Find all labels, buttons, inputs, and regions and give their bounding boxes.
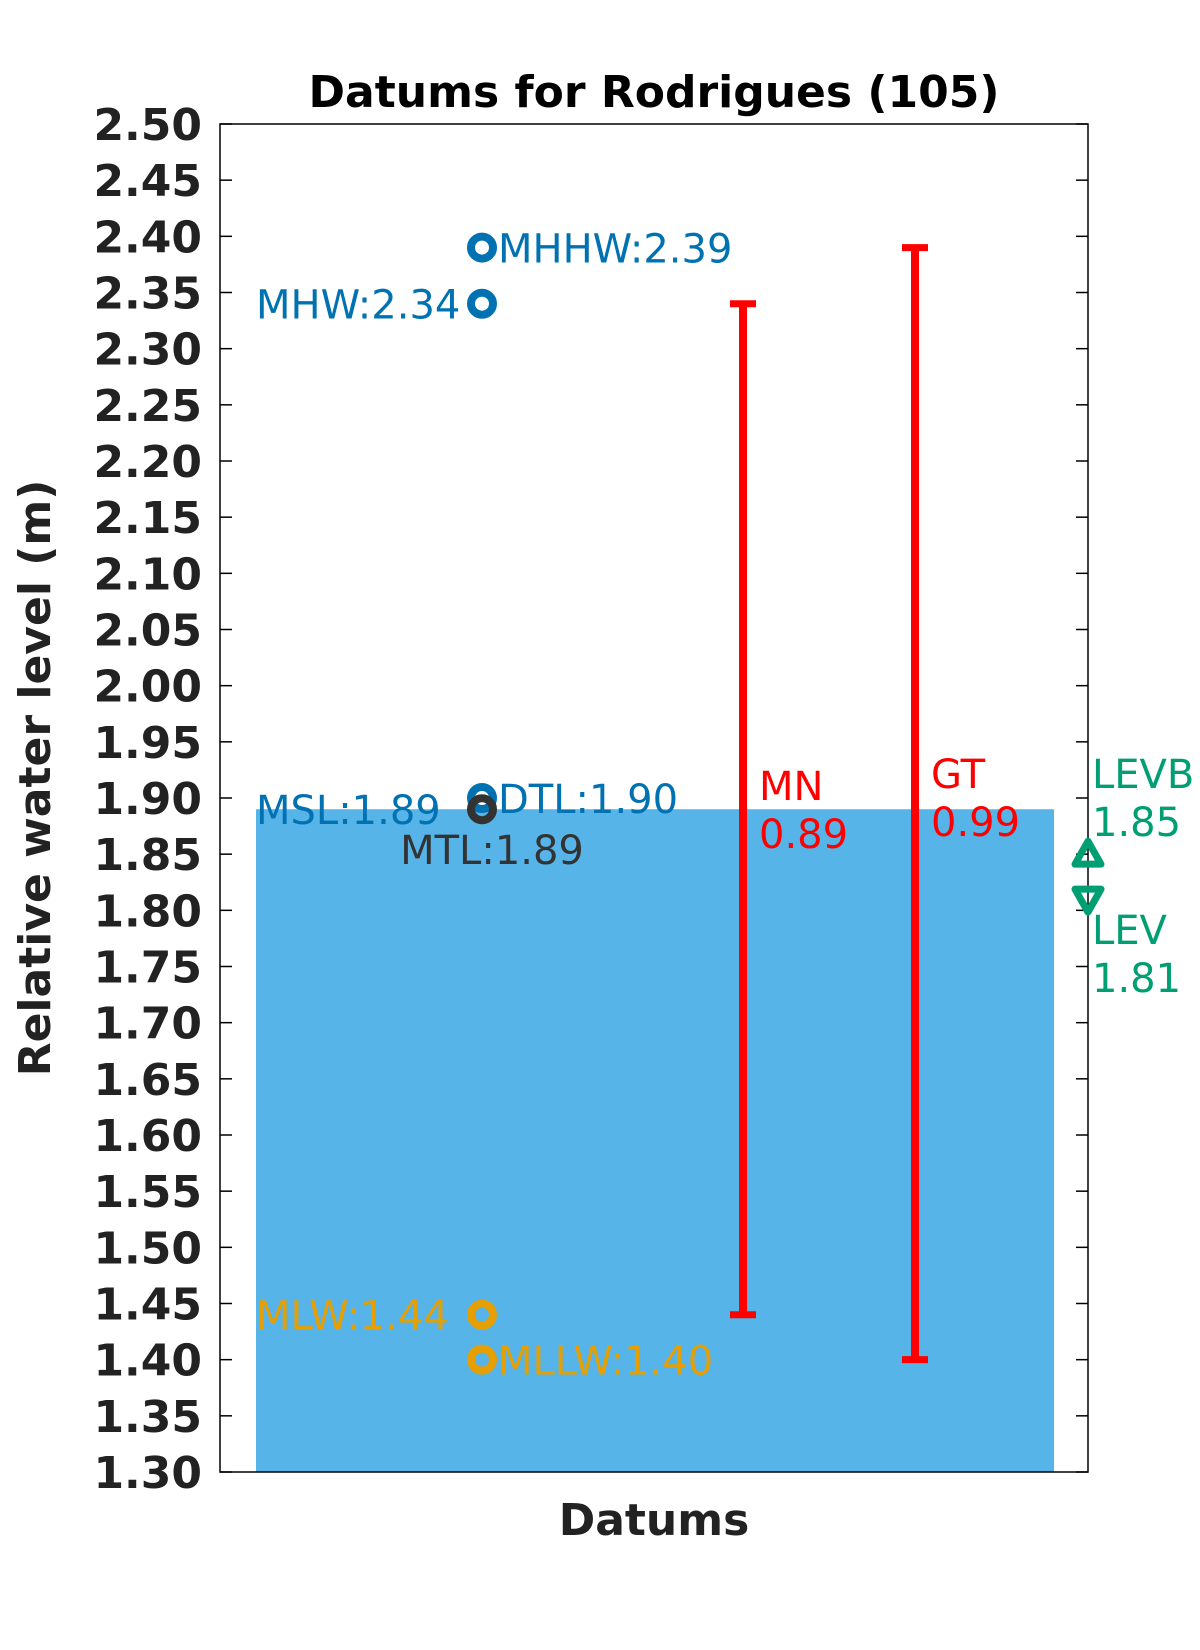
datum-marker-dtl	[467, 783, 497, 813]
datum-label-mlw: MLW:1.44	[256, 1294, 449, 1340]
datum-marker-mlw	[467, 1299, 497, 1330]
datum-marker-mllw	[467, 1344, 497, 1375]
datum-marker-mhhw	[467, 232, 497, 263]
datum-marker-mhw	[467, 288, 497, 319]
y-tick-label: 2.25	[93, 381, 202, 432]
range-value-gt: 0.99	[931, 800, 1020, 846]
range-name-mn: MN	[759, 764, 823, 810]
y-tick-label: 2.10	[93, 549, 202, 600]
y-tick-label: 1.75	[93, 943, 202, 994]
y-tick-label: 1.65	[93, 1055, 202, 1106]
y-tick-label: 1.30	[93, 1448, 202, 1499]
datum-label-mllw: MLLW:1.40	[498, 1339, 713, 1385]
y-tick-label: 1.95	[93, 718, 202, 769]
datum-label-mtl: MTL:1.89	[400, 828, 584, 874]
chart-title: Datums for Rodrigues (105)	[309, 67, 1000, 118]
y-tick-label: 2.35	[93, 269, 202, 320]
extreme-marker-lev	[1071, 885, 1105, 916]
extreme-name-levb: LEVB	[1092, 752, 1194, 798]
extreme-name-lev: LEV	[1092, 908, 1168, 954]
y-tick-label: 2.00	[93, 662, 202, 713]
y-tick-label: 1.55	[93, 1167, 202, 1218]
y-tick-label: 1.40	[93, 1336, 202, 1387]
y-tick-label: 1.90	[93, 774, 202, 825]
y-tick-label: 1.45	[93, 1280, 202, 1331]
y-tick-label: 2.30	[93, 325, 202, 376]
y-tick-label: 1.35	[93, 1392, 202, 1443]
range-name-gt: GT	[931, 752, 986, 798]
extreme-value-lev: 1.81	[1092, 956, 1181, 1002]
datum-label-dtl: DTL:1.90	[498, 777, 678, 823]
y-tick-label: 2.05	[93, 606, 202, 657]
datum-label-msl: MSL:1.89	[256, 788, 441, 834]
y-tick-label: 1.50	[93, 1223, 202, 1274]
plot-area: 1.301.351.401.45 1.501.551.601.651.701.75…	[93, 100, 1194, 1499]
y-tick-label: 2.40	[93, 212, 202, 263]
extreme-value-levb: 1.85	[1092, 800, 1181, 846]
y-tick-label: 2.15	[93, 493, 202, 544]
x-axis-label: Datums	[559, 1495, 750, 1546]
y-tick-label: 2.45	[93, 156, 202, 207]
y-tick-label: 1.60	[93, 1111, 202, 1162]
extreme-marker-levb	[1071, 837, 1105, 868]
datum-marker-mtl	[467, 794, 497, 825]
datum-label-mhw: MHW:2.34	[256, 283, 460, 329]
y-tick-label: 1.70	[93, 999, 202, 1050]
y-tick-label: 2.50	[93, 100, 202, 151]
y-tick-label: 1.85	[93, 830, 202, 881]
y-tick-label: 2.20	[93, 437, 202, 488]
y-axis-label: Relative water level (m)	[10, 480, 61, 1077]
datum-label-mhhw: MHHW:2.39	[498, 227, 732, 273]
y-tick-label: 1.80	[93, 886, 202, 937]
range-value-mn: 0.89	[759, 812, 848, 858]
